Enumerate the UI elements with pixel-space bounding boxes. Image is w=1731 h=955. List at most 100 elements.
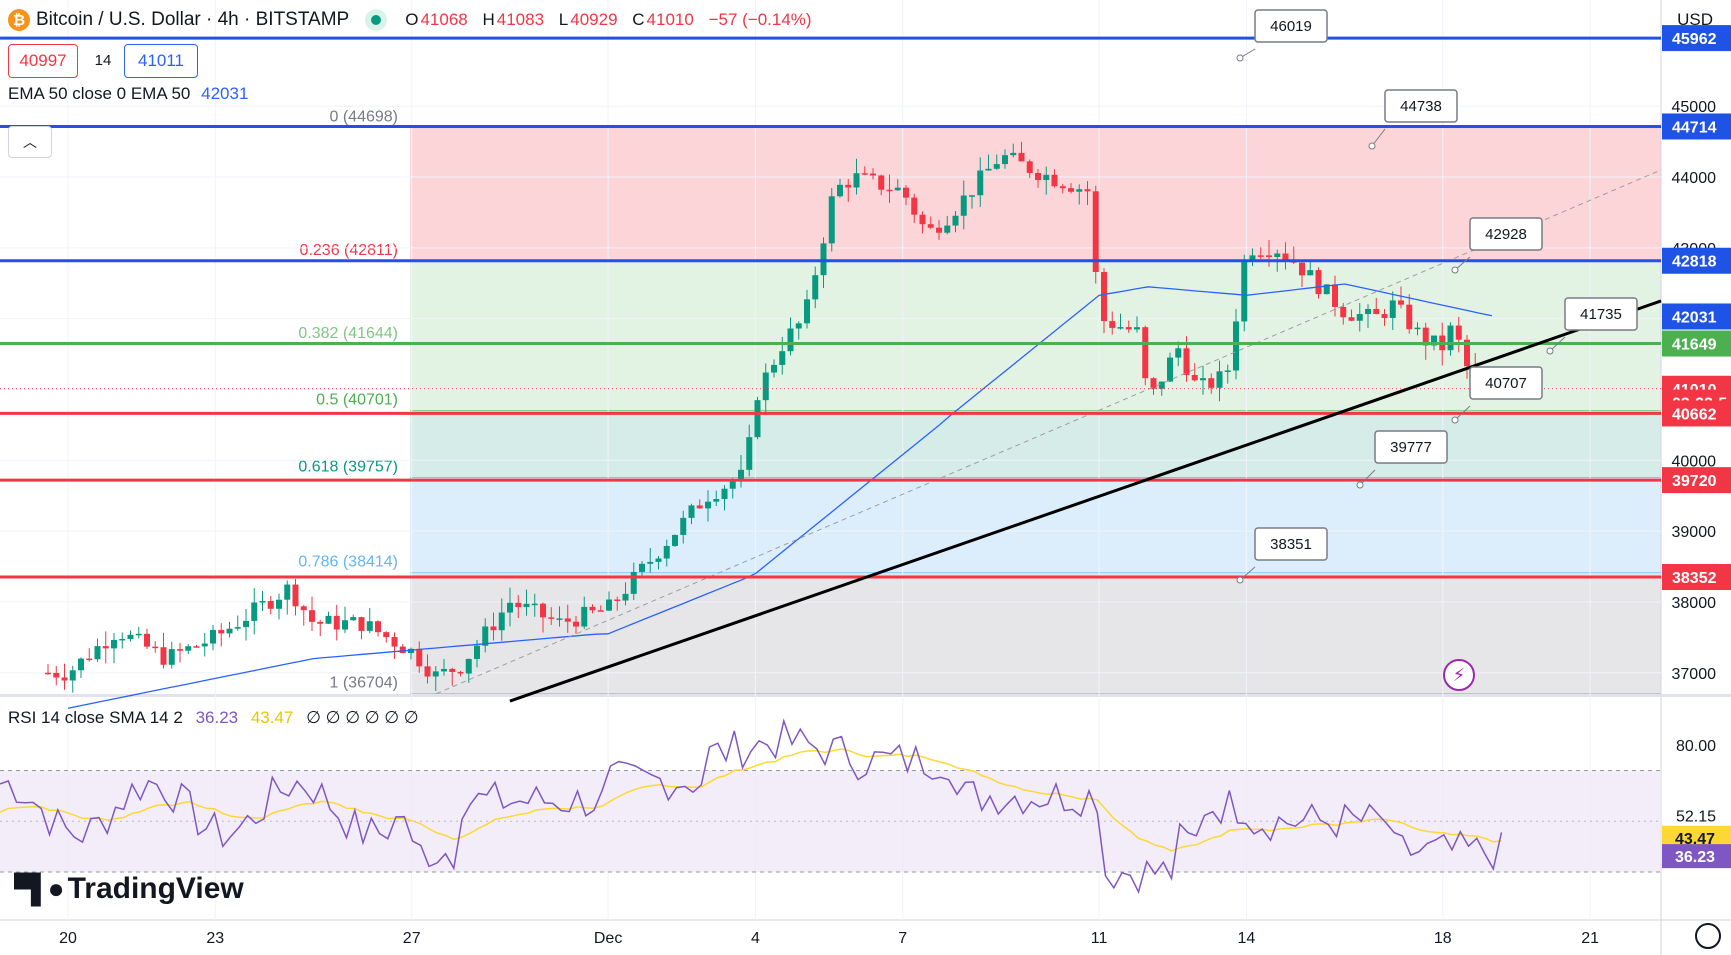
candle-body [845,184,852,188]
fib-level-label: 1 (36704) [330,675,399,692]
candle-body [1076,189,1083,192]
callout-label: 42928 [1485,226,1527,243]
symbol-header: ₿ Bitcoin / U.S. Dollar · 4h · BITSTAMP … [8,6,822,34]
callout-box[interactable] [1469,366,1543,400]
candle-body [441,668,447,672]
candle-body [680,517,687,535]
candle-body [1356,314,1363,321]
candle-body [886,189,893,192]
candle-body [1084,189,1091,192]
price-axis-badge-label: 38352 [1672,570,1717,587]
buy-button[interactable]: 41011 [124,44,198,78]
candle-body [548,617,555,619]
candle-body [391,637,398,647]
candle-body [531,603,538,606]
candle-body [1216,371,1223,388]
candle-body [1340,306,1347,318]
candle-body [903,187,909,198]
candle-body [581,606,588,627]
candle-body [1018,152,1025,162]
fib-zone [410,261,1661,344]
change-readout: −57 (−0.14%) [708,10,812,29]
price-axis-badge-label: 41649 [1672,337,1717,354]
candle-body [573,621,579,627]
candle-body [787,328,794,352]
price-axis-badge [1662,400,1731,427]
callout-box[interactable] [1469,217,1543,251]
candle-body [936,227,942,233]
candle-body [1175,348,1182,358]
candle-body [804,299,810,324]
callout-box[interactable] [1564,297,1638,331]
callout-box[interactable] [1384,89,1458,123]
candle-body [960,195,967,216]
pane-separator[interactable] [0,694,1731,697]
trendline[interactable] [509,299,1662,703]
y-tick-label: 37000 [1672,666,1717,683]
callout-label: 40707 [1485,375,1527,392]
candle-body [284,584,291,600]
price-axis-badge-label: 39720 [1672,473,1717,490]
callout-box[interactable] [1254,9,1328,43]
candle-body [482,626,489,646]
candle-body [1125,327,1132,330]
candle-body [1051,174,1058,187]
candle-body [102,646,109,649]
candle-body [416,648,423,667]
candle-body [622,593,629,601]
rsi-axis-label: 80.00 [1676,738,1716,755]
price-axis-badge [1662,247,1731,274]
candle-body [276,599,282,609]
candle-body [540,603,546,618]
candle-body [1109,321,1116,328]
x-tick-label: 27 [403,930,421,947]
tradingview-logo[interactable]: ▀▌● TradingView [14,872,244,906]
candle-body [1464,339,1470,367]
candle-body [523,603,530,608]
candle-body [1059,186,1066,189]
candle-body [1068,188,1074,192]
price-axis-badge [1662,330,1731,357]
candle-body [86,658,93,661]
fib-zone [410,477,1661,573]
fib-level-label: 0.236 (42811) [300,242,398,259]
candle-body [795,323,802,329]
candle-body [515,602,522,608]
candle-body [721,488,728,500]
candle-body [69,670,76,681]
callout-anchor [1236,54,1244,62]
sell-button[interactable]: 40997 [8,44,78,78]
rsi-extras: ∅ ∅ ∅ ∅ ∅ ∅ [306,708,419,727]
rsi-label: RSI 14 close SMA 14 2 [8,708,183,727]
collapse-legend-button[interactable]: ︿ [8,126,52,158]
candle-body [45,672,51,675]
symbol-title[interactable]: Bitcoin / U.S. Dollar · 4h · BITSTAMP [36,9,350,30]
price-axis-badge [1662,303,1731,330]
settings-icon[interactable] [1695,923,1721,949]
candle-body [474,645,480,659]
candle-body [127,634,134,639]
callout-box[interactable] [1374,430,1448,464]
candle-body [53,672,60,678]
lightning-icon[interactable]: ⚡ [1443,659,1475,691]
candle-body [1010,152,1017,156]
candle-body [292,584,299,607]
candle-body [969,195,975,197]
currency-label[interactable]: USD [1677,10,1713,29]
candle-body [61,677,68,681]
candle-body [1241,260,1248,322]
callout-box[interactable] [1254,527,1328,561]
candle-body [1200,378,1206,381]
ema-legend[interactable]: EMA 50 close 0 EMA 50 42031 [8,84,248,104]
candle-body [1422,327,1429,346]
candle-body [1117,327,1124,329]
candle-body [300,606,307,611]
candle-body [1365,308,1371,315]
candle-body [1414,327,1421,330]
candle-body [1282,253,1289,260]
ema-value: 42031 [201,84,249,103]
callout-anchor [1236,576,1244,584]
candle-body [210,629,216,644]
rsi-legend[interactable]: RSI 14 close SMA 14 2 36.23 43.47 ∅ ∅ ∅ … [8,708,419,728]
